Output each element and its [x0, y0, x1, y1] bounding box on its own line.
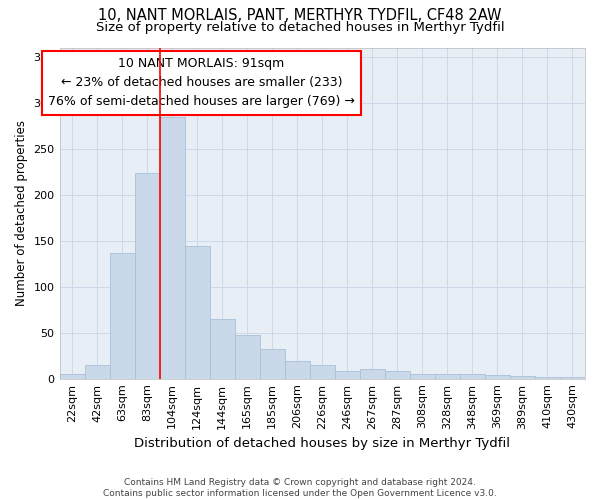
Text: Size of property relative to detached houses in Merthyr Tydfil: Size of property relative to detached ho…: [95, 22, 505, 35]
Bar: [460, 374, 485, 378]
Bar: [285, 361, 310, 378]
Bar: [410, 374, 435, 378]
Bar: [235, 336, 260, 378]
Bar: [435, 374, 460, 378]
X-axis label: Distribution of detached houses by size in Merthyr Tydfil: Distribution of detached houses by size …: [134, 437, 510, 450]
Y-axis label: Number of detached properties: Number of detached properties: [15, 120, 28, 306]
Bar: [310, 365, 335, 378]
Bar: [260, 349, 285, 378]
Bar: [209, 319, 235, 378]
Bar: [110, 252, 134, 378]
Bar: [360, 370, 385, 378]
Bar: [535, 377, 560, 378]
Bar: [59, 374, 85, 378]
Bar: [134, 172, 160, 378]
Text: 10 NANT MORLAIS: 91sqm
← 23% of detached houses are smaller (233)
76% of semi-de: 10 NANT MORLAIS: 91sqm ← 23% of detached…: [48, 58, 355, 108]
Bar: [335, 372, 360, 378]
Bar: [485, 375, 510, 378]
Bar: [510, 376, 535, 378]
Bar: [385, 372, 410, 378]
Text: Contains HM Land Registry data © Crown copyright and database right 2024.
Contai: Contains HM Land Registry data © Crown c…: [103, 478, 497, 498]
Bar: [185, 246, 209, 378]
Bar: [560, 377, 585, 378]
Text: 10, NANT MORLAIS, PANT, MERTHYR TYDFIL, CF48 2AW: 10, NANT MORLAIS, PANT, MERTHYR TYDFIL, …: [98, 8, 502, 22]
Bar: [85, 365, 110, 378]
Bar: [160, 118, 185, 378]
